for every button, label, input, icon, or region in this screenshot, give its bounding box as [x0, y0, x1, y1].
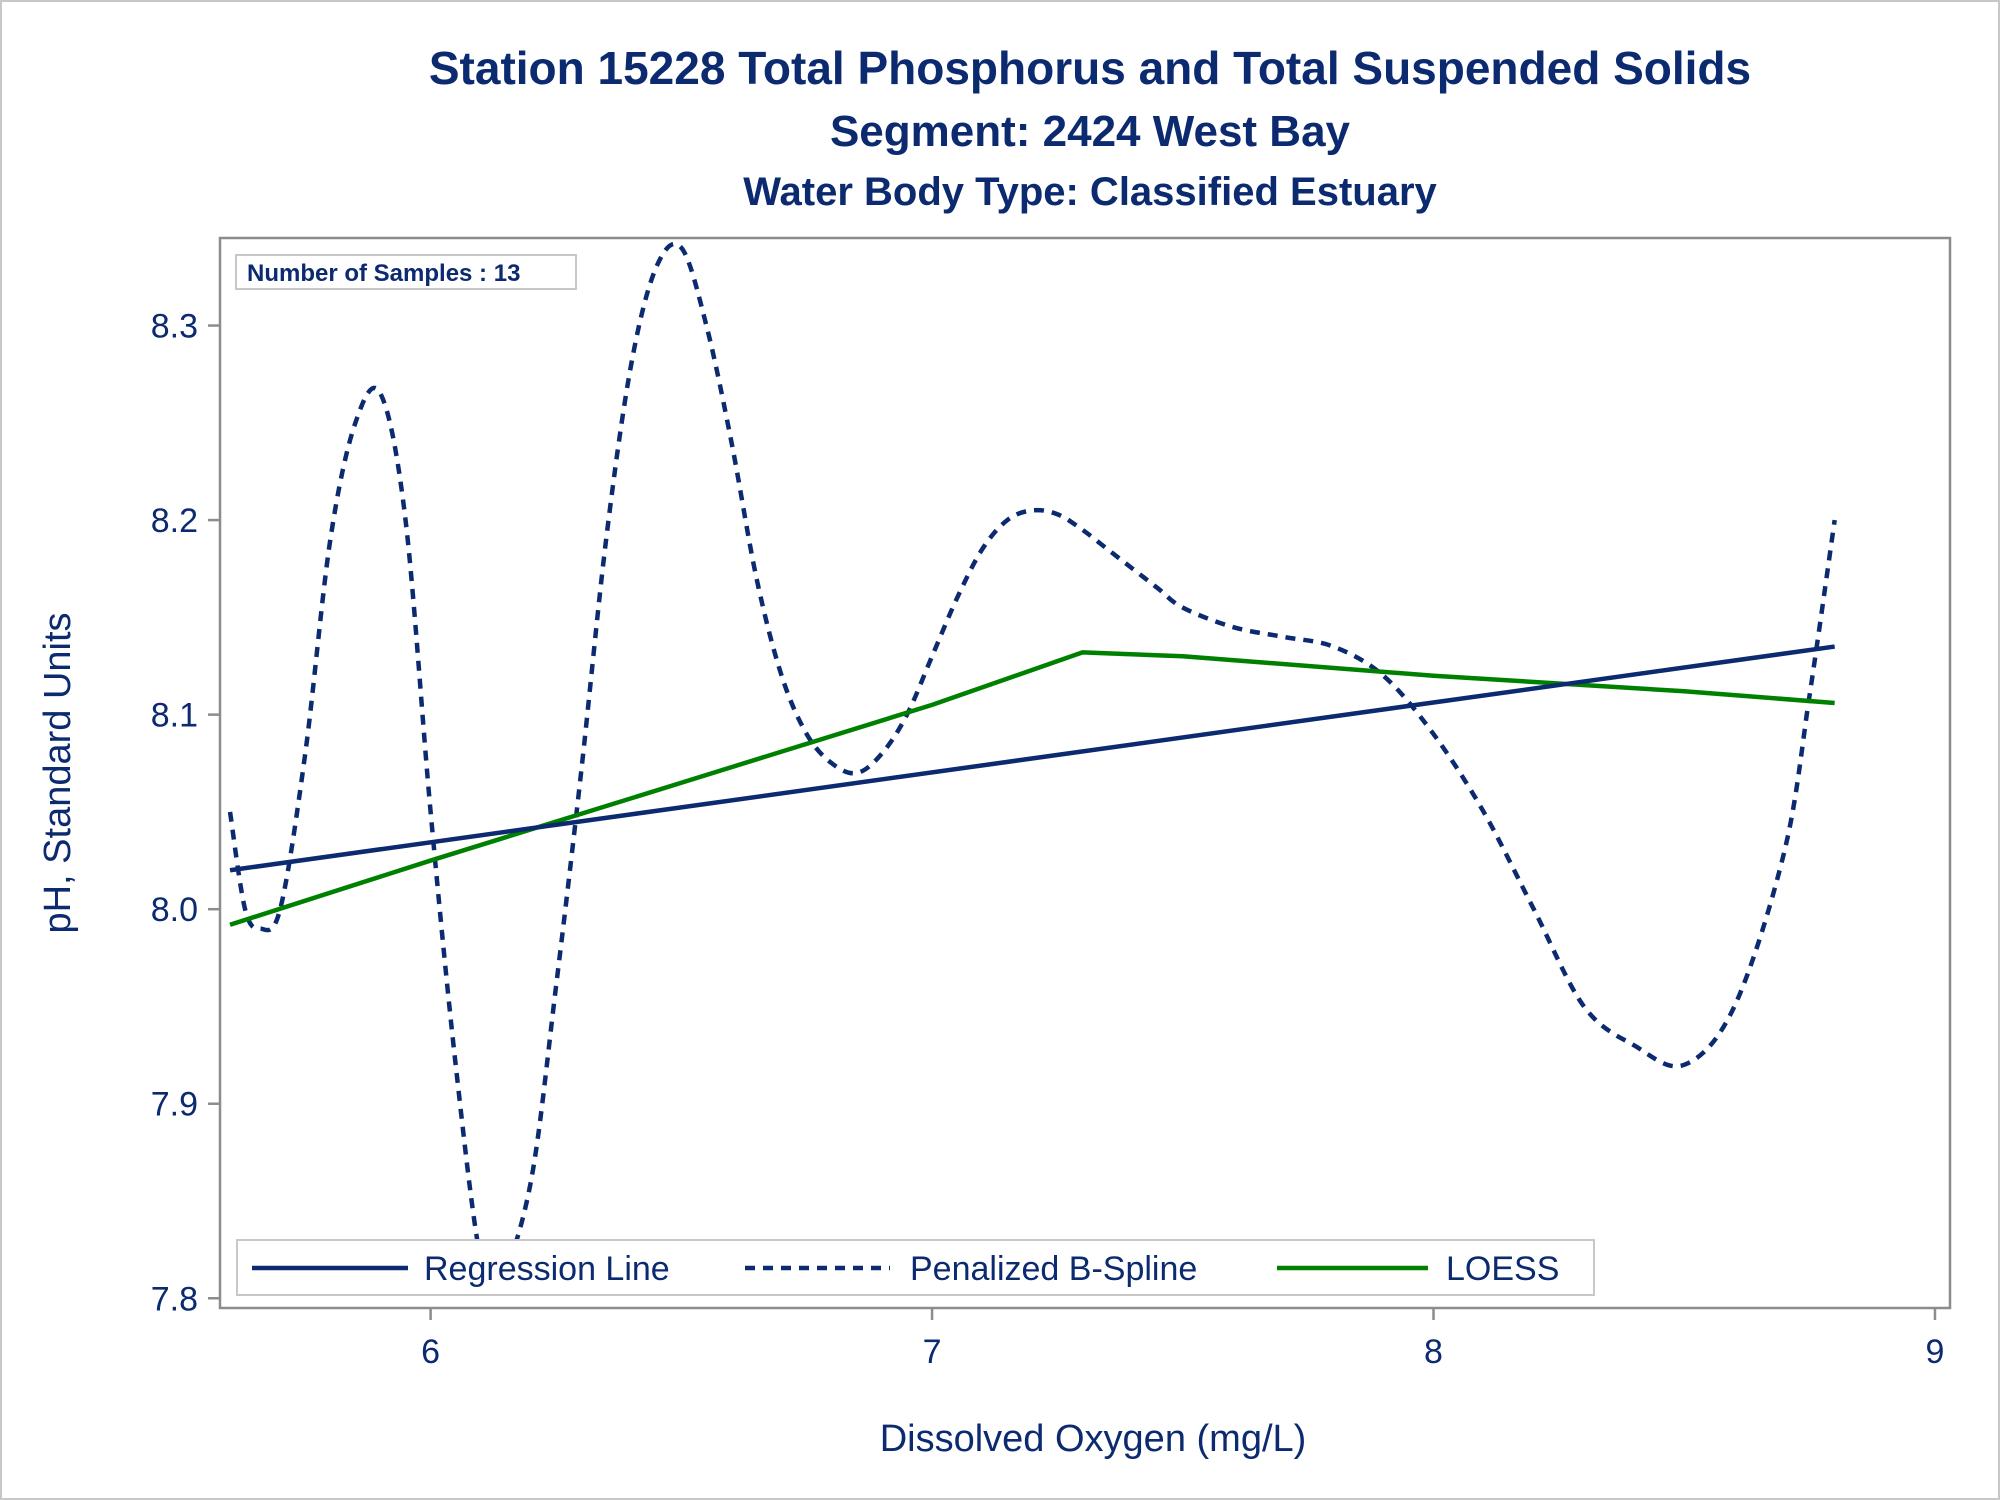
plot-area [218, 236, 1952, 1310]
legend-label-regression-line: Regression Line [424, 1250, 670, 1288]
samples-inset: Number of Samples : 13 [235, 254, 577, 290]
series-layer [227, 241, 1837, 1291]
legend-label-penalized-b-spline: Penalized B-Spline [910, 1250, 1197, 1288]
series-line-loess [229, 650, 1835, 927]
chart-subtitle-2: Water Body Type: Classified Estuary [743, 170, 1437, 214]
x-axis-label: Dissolved Oxygen (mg/L) [880, 1418, 1307, 1460]
y-axis-label: pH, Standard Units [37, 612, 79, 933]
y-tick-label: 8.0 [151, 891, 198, 929]
samples-inset-text: Number of Samples : 13 [247, 260, 520, 287]
samples-inset-box [235, 254, 577, 290]
y-tick-label: 8.3 [151, 308, 198, 346]
x-tick-label: 6 [421, 1333, 440, 1371]
chart-title: Station 15228 Total Phosphorus and Total… [429, 42, 1751, 94]
y-tick-label: 8.1 [151, 697, 198, 735]
x-tick-label: 8 [1424, 1333, 1443, 1371]
y-tick-label: 7.9 [151, 1086, 198, 1124]
chart-subtitle: Segment: 2424 West Bay [830, 107, 1351, 156]
y-axis: 7.8 7.9 8.0 8.1 8.2 8.3 [151, 308, 220, 1318]
legend-label-loess: LOESS [1446, 1250, 1559, 1288]
x-tick-label: 9 [1925, 1333, 1944, 1371]
y-tick-label: 7.8 [151, 1280, 198, 1318]
series-line-penalized-b-spline [227, 241, 1837, 1291]
series-line-regression-line [229, 644, 1835, 873]
legend: Regression Line Penalized B-Spline LOESS [236, 1239, 1595, 1296]
x-tick-label: 7 [923, 1333, 942, 1371]
y-tick-label: 8.2 [151, 502, 198, 540]
x-axis: 6 7 8 9 [421, 1308, 1944, 1371]
